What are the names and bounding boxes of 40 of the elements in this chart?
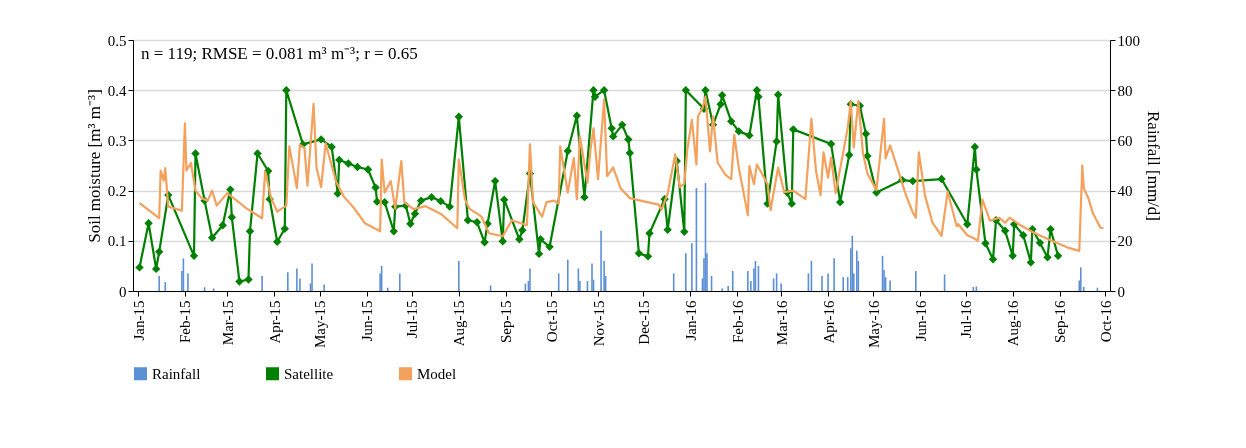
x-tick-label: Jun-15: [359, 300, 376, 342]
y2-axis-title: Rainfall [mm/d]: [1144, 110, 1163, 222]
x-tick-label: Aug-15: [451, 300, 468, 347]
x-tick-label: Oct-15: [543, 300, 560, 343]
x-tick-label: Jan-16: [682, 300, 699, 341]
x-tick-label: Nov-15: [590, 300, 607, 347]
x-tick-label: Mar-15: [219, 300, 236, 346]
y-tick-label: 0: [119, 283, 127, 300]
legend-label: Model: [417, 365, 457, 382]
x-tick-label: Jan-15: [130, 300, 147, 341]
x-tick-label: Apr-15: [266, 300, 283, 344]
y2-tick-label: 60: [1117, 132, 1133, 149]
x-tick-label: Sep-16: [1052, 300, 1069, 343]
y-tick-label: 0.2: [107, 183, 127, 200]
x-tick-label: Aug-16: [1005, 300, 1022, 347]
x-tick-label: Feb-15: [177, 300, 194, 343]
x-tick-label: Jun-16: [912, 300, 929, 342]
x-tick-label: Feb-16: [729, 300, 746, 343]
y2-tick-label: 20: [1117, 233, 1133, 250]
x-tick-label: May-16: [865, 300, 882, 348]
y-tick-label: 0.3: [107, 132, 127, 149]
y2-tick-label: 80: [1117, 82, 1133, 99]
y2-tick-label: 0: [1117, 283, 1125, 300]
y-axis-title: Soil moisture [m³ m⁻³]: [84, 89, 104, 243]
legend-label: Rainfall: [152, 365, 201, 382]
x-tick-label: Sep-15: [498, 300, 515, 343]
x-tick-label: Jul-15: [404, 300, 421, 338]
y2-tick-label: 40: [1117, 183, 1133, 200]
x-tick-label: May-15: [312, 300, 329, 348]
y-tick-label: 0.1: [107, 233, 127, 250]
x-tick-label: Dec-15: [635, 300, 652, 345]
y2-tick-label: 100: [1117, 32, 1140, 49]
legend-label: Satellite: [284, 365, 334, 382]
annotation: n = 119; RMSE = 0.081 m³ m⁻³; r = 0.65: [141, 44, 418, 63]
x-tick-label: Jul-16: [958, 300, 975, 338]
x-tick-label: Apr-16: [820, 300, 837, 344]
x-tick-label: Oct-16: [1097, 300, 1114, 343]
y-tick-label: 0.4: [107, 82, 127, 99]
y-tick-label: 0.5: [107, 32, 127, 49]
x-tick-label: Mar-16: [773, 300, 790, 346]
